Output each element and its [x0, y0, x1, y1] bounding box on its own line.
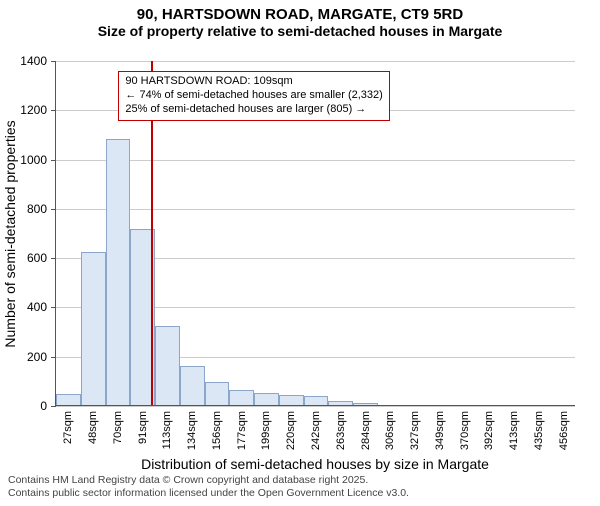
- ytick-mark: [51, 406, 56, 407]
- ytick-label: 400: [7, 300, 47, 314]
- annotation-box: 90 HARTSDOWN ROAD: 109sqm← 74% of semi-d…: [118, 71, 389, 120]
- plot-area: 020040060080010001200140027sqm48sqm70sqm…: [55, 61, 575, 406]
- attribution-footer: Contains HM Land Registry data © Crown c…: [8, 474, 409, 500]
- histogram-bar: [81, 252, 106, 405]
- xtick-label: 199sqm: [260, 411, 272, 450]
- histogram-bar: [229, 390, 254, 405]
- x-axis-label: Distribution of semi-detached houses by …: [55, 456, 575, 472]
- ytick-label: 1200: [7, 103, 47, 117]
- xtick-label: 27sqm: [62, 411, 74, 444]
- xtick-label: 70sqm: [112, 411, 124, 444]
- plot-zone: Number of semi-detached properties 02004…: [55, 61, 575, 406]
- xtick-label: 435sqm: [533, 411, 545, 450]
- histogram-bar: [304, 396, 329, 405]
- footer-line-2: Contains public sector information licen…: [8, 487, 409, 500]
- histogram-bar: [328, 401, 353, 405]
- chart-title: 90, HARTSDOWN ROAD, MARGATE, CT9 5RD: [0, 6, 600, 23]
- ytick-label: 600: [7, 251, 47, 265]
- annotation-line: ← 74% of semi-detached houses are smalle…: [125, 89, 382, 103]
- ytick-mark: [51, 258, 56, 259]
- ytick-label: 1400: [7, 54, 47, 68]
- gridline: [56, 209, 575, 210]
- histogram-bar: [353, 403, 378, 405]
- ytick-mark: [51, 307, 56, 308]
- xtick-label: 392sqm: [483, 411, 495, 450]
- ytick-label: 800: [7, 202, 47, 216]
- ytick-mark: [51, 357, 56, 358]
- gridline: [56, 61, 575, 62]
- xtick-label: 370sqm: [459, 411, 471, 450]
- xtick-label: 156sqm: [211, 411, 223, 450]
- histogram-bar: [279, 395, 304, 405]
- xtick-label: 91sqm: [137, 411, 149, 444]
- gridline: [56, 406, 575, 407]
- footer-line-1: Contains HM Land Registry data © Crown c…: [8, 474, 409, 487]
- xtick-label: 413sqm: [508, 411, 520, 450]
- xtick-label: 284sqm: [360, 411, 372, 450]
- xtick-label: 220sqm: [285, 411, 297, 450]
- xtick-label: 349sqm: [434, 411, 446, 450]
- gridline: [56, 160, 575, 161]
- xtick-label: 242sqm: [310, 411, 322, 450]
- xtick-label: 177sqm: [236, 411, 248, 450]
- histogram-bar: [180, 366, 205, 405]
- ytick-label: 200: [7, 350, 47, 364]
- xtick-label: 113sqm: [161, 411, 173, 449]
- ytick-mark: [51, 209, 56, 210]
- histogram-bar: [56, 394, 81, 405]
- histogram-bar: [254, 393, 279, 405]
- annotation-line: 90 HARTSDOWN ROAD: 109sqm: [125, 75, 382, 89]
- xtick-label: 263sqm: [335, 411, 347, 450]
- xtick-label: 48sqm: [87, 411, 99, 444]
- ytick-mark: [51, 160, 56, 161]
- annotation-line: 25% of semi-detached houses are larger (…: [125, 103, 382, 117]
- ytick-label: 0: [7, 399, 47, 413]
- xtick-label: 327sqm: [409, 411, 421, 450]
- histogram-bar: [155, 326, 180, 405]
- ytick-mark: [51, 61, 56, 62]
- chart-subtitle: Size of property relative to semi-detach…: [0, 23, 600, 39]
- xtick-label: 306sqm: [384, 411, 396, 450]
- histogram-chart: 90, HARTSDOWN ROAD, MARGATE, CT9 5RD Siz…: [0, 6, 600, 506]
- histogram-bar: [106, 139, 131, 405]
- xtick-label: 456sqm: [558, 411, 570, 450]
- histogram-bar: [205, 382, 230, 405]
- ytick-mark: [51, 110, 56, 111]
- ytick-label: 1000: [7, 153, 47, 167]
- xtick-label: 134sqm: [186, 411, 198, 450]
